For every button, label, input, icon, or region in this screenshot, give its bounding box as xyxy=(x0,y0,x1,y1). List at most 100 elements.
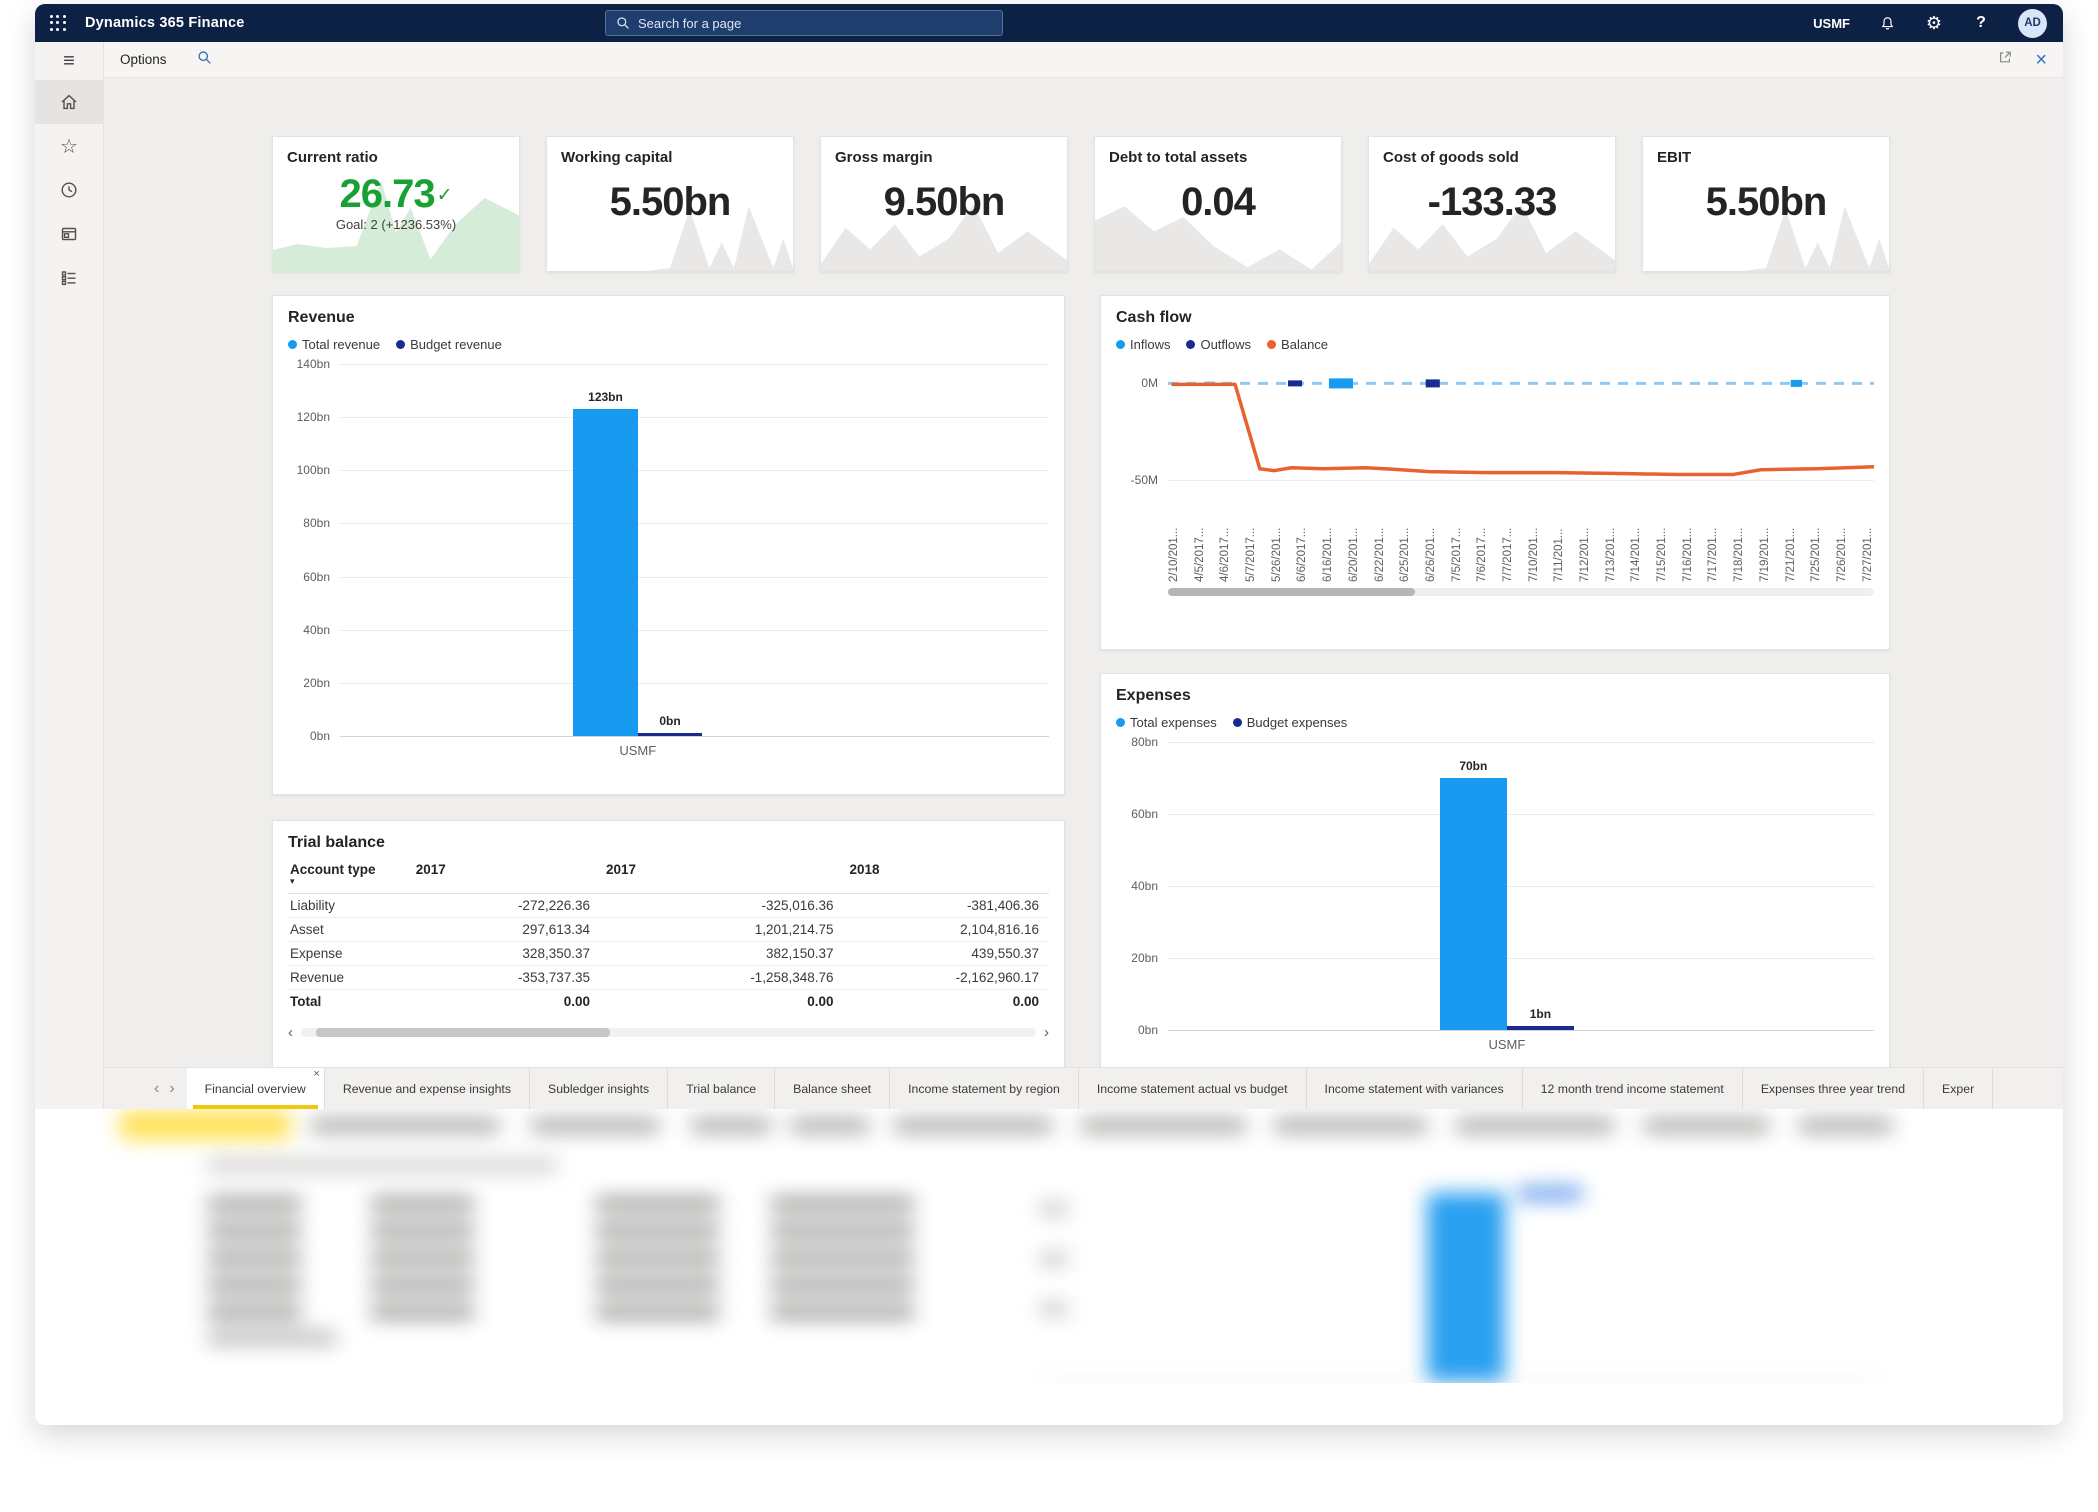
popout-icon[interactable] xyxy=(1997,49,2013,70)
cash-flow-scrollbar[interactable] xyxy=(1168,588,1874,596)
tab-income-statement-by-region[interactable]: Income statement by region xyxy=(890,1068,1079,1109)
blurred-blob xyxy=(1040,1254,1068,1264)
search-placeholder: Search for a page xyxy=(638,15,742,31)
tabs-scroll-left-icon[interactable]: ‹ xyxy=(154,1079,160,1097)
kpi-card-working-capital[interactable]: Working capital 5.50bn xyxy=(546,136,794,272)
blurred-blob xyxy=(1040,1204,1068,1214)
y-axis-tick-label: 80bn xyxy=(1131,735,1158,749)
scroll-left-icon[interactable]: ‹ xyxy=(288,1024,293,1041)
cell-value: 382,150.37 xyxy=(600,941,844,966)
page: Options × xyxy=(104,42,2063,1109)
tab-income-statement-actual-vs-budget[interactable]: Income statement actual vs budget xyxy=(1079,1068,1307,1109)
table-row-total: Total 0.00 0.00 0.00 xyxy=(288,989,1049,1013)
blurred-blob xyxy=(770,1306,915,1318)
blurred-blob xyxy=(370,1225,475,1237)
company-picker[interactable]: USMF xyxy=(1813,15,1850,31)
table-row-asset: Asset 297,613.34 1,201,214.75 2,104,816.… xyxy=(288,917,1049,942)
flow-marker xyxy=(1425,379,1440,388)
tab-subledger-insights[interactable]: Subledger insights xyxy=(530,1068,669,1109)
tab-expenses-truncated[interactable]: Exper xyxy=(1924,1068,1994,1109)
x-category-label: USMF xyxy=(619,743,657,758)
legend-item[interactable]: Balance xyxy=(1267,337,1328,352)
revenue-plot: 123bn 0bn xyxy=(340,364,1049,737)
kpi-card-debt-to-total-assets[interactable]: Debt to total assets 0.04 xyxy=(1094,136,1342,272)
report-tab-strip: ‹ › Financial overview × Revenue and exp… xyxy=(104,1067,2063,1109)
x-axis-date-label: 7/16/201... xyxy=(1681,527,1694,582)
legend-item[interactable]: Budget revenue xyxy=(396,337,502,352)
tab-close-icon[interactable]: × xyxy=(313,1068,320,1080)
data-bar-total-revenue[interactable] xyxy=(573,409,638,736)
kpi-card-cost-of-goods-sold[interactable]: Cost of goods sold -133.33 xyxy=(1368,136,1616,272)
help-icon[interactable]: ? xyxy=(1976,14,1986,31)
tabs-scroll-right-icon[interactable]: › xyxy=(169,1079,175,1097)
y-axis-tick-label: 20bn xyxy=(1131,951,1158,965)
legend-item[interactable]: Budget expenses xyxy=(1232,715,1347,730)
kpi-title: EBIT xyxy=(1657,149,1692,166)
topbar-right-cluster: USMF ⚙ ? AD xyxy=(1813,8,2063,38)
scrollbar-thumb[interactable] xyxy=(315,1028,610,1037)
toolbar-search-icon[interactable] xyxy=(197,50,212,70)
table-row-expense: Expense 328,350.37 382,150.37 439,550.37 xyxy=(288,941,1049,966)
tab-trial-balance[interactable]: Trial balance xyxy=(668,1068,776,1109)
page-search-box[interactable]: Search for a page xyxy=(605,10,1003,36)
tab-income-statement-with-variances[interactable]: Income statement with variances xyxy=(1307,1068,1523,1109)
y-axis-tick-label: 100bn xyxy=(296,463,330,478)
tab-label: Income statement actual vs budget xyxy=(1096,1081,1288,1096)
blurred-preview-section xyxy=(35,1109,2063,1383)
legend-item[interactable]: Inflows xyxy=(1116,337,1170,352)
kpi-title: Debt to total assets xyxy=(1109,149,1248,166)
cell-value: 1,201,214.75 xyxy=(600,917,844,942)
y-axis-tick-label: 140bn xyxy=(296,357,330,371)
checklist-icon xyxy=(61,271,76,286)
column-header-2017[interactable]: 2017 xyxy=(409,860,600,894)
bar-value-label: 0bn xyxy=(659,714,681,728)
kpi-card-ebit[interactable]: EBIT 5.50bn xyxy=(1642,136,1890,272)
expenses-chart-card: Expenses Total expenses Budget expenses 8… xyxy=(1100,673,1890,1067)
column-header-2017b[interactable]: 2017 xyxy=(600,860,844,894)
tab-revenue-and-expense-insights[interactable]: Revenue and expense insights xyxy=(325,1068,530,1109)
tab-label: Trial balance xyxy=(686,1081,757,1096)
data-bar-budget-expenses[interactable] xyxy=(1506,1026,1574,1030)
tab-expenses-three-year-trend[interactable]: Expenses three year trend xyxy=(1743,1068,1925,1109)
legend-item[interactable]: Total expenses xyxy=(1116,715,1217,730)
tab-financial-overview[interactable]: Financial overview × xyxy=(186,1068,325,1109)
kpi-card-gross-margin[interactable]: Gross margin 9.50bn xyxy=(820,136,1068,272)
scrollbar-track[interactable] xyxy=(301,1028,1036,1037)
close-page-icon[interactable]: × xyxy=(2035,48,2047,71)
gridline xyxy=(340,470,1049,472)
tab-12-month-trend-income-statement[interactable]: 12 month trend income statement xyxy=(1523,1068,1743,1109)
sidebar-item-favorites[interactable]: ☆ xyxy=(35,124,104,168)
column-header-account-type[interactable]: Account type ▾ xyxy=(288,860,410,894)
expand-nav-hamburger-icon[interactable]: ≡ xyxy=(63,49,75,72)
x-axis-date-label: 5/7/2017... xyxy=(1245,527,1258,582)
sidebar-item-modules[interactable] xyxy=(35,256,104,300)
legend-item[interactable]: Total revenue xyxy=(288,337,380,352)
x-axis-date-label: 5/26/201... xyxy=(1270,527,1283,582)
tab-scroll-arrows: ‹ › xyxy=(154,1068,187,1109)
scroll-right-icon[interactable]: › xyxy=(1044,1024,1049,1041)
sidebar-item-home[interactable] xyxy=(35,80,104,124)
column-header-2018[interactable]: 2018 xyxy=(843,860,1049,894)
blurred-blob xyxy=(1040,1304,1068,1314)
user-avatar[interactable]: AD xyxy=(2018,8,2047,38)
cell-value: -325,016.36 xyxy=(600,893,844,918)
options-menu[interactable]: Options xyxy=(120,52,167,67)
gridline xyxy=(1168,958,1874,959)
right-column: Cash flow Inflows Outflows Balance 0M -50M … xyxy=(1100,295,1890,1067)
scrollbar-thumb[interactable] xyxy=(1168,588,1416,596)
app-launcher-waffle-icon[interactable] xyxy=(35,4,81,42)
sidebar-item-workspaces[interactable] xyxy=(35,212,104,256)
sidebar-item-recent[interactable] xyxy=(35,168,104,212)
revenue-x-axis: USMF xyxy=(340,736,1049,760)
legend-item[interactable]: Outflows xyxy=(1186,337,1251,352)
data-bar-budget-revenue[interactable] xyxy=(637,733,703,736)
settings-gear-icon[interactable]: ⚙ xyxy=(1925,13,1943,33)
blurred-blob xyxy=(370,1306,475,1318)
x-axis-date-label: 7/11/201... xyxy=(1553,528,1566,583)
notifications-bell-icon[interactable] xyxy=(1877,13,1897,33)
tab-balance-sheet[interactable]: Balance sheet xyxy=(775,1068,891,1109)
blurred-blob xyxy=(1798,1119,1893,1132)
kpi-card-current-ratio[interactable]: Current ratio 26.73 ✓ Goal: 2 (+1236.53%) xyxy=(272,136,520,272)
data-bar-total-expenses[interactable] xyxy=(1439,778,1507,1030)
home-icon xyxy=(61,94,77,110)
